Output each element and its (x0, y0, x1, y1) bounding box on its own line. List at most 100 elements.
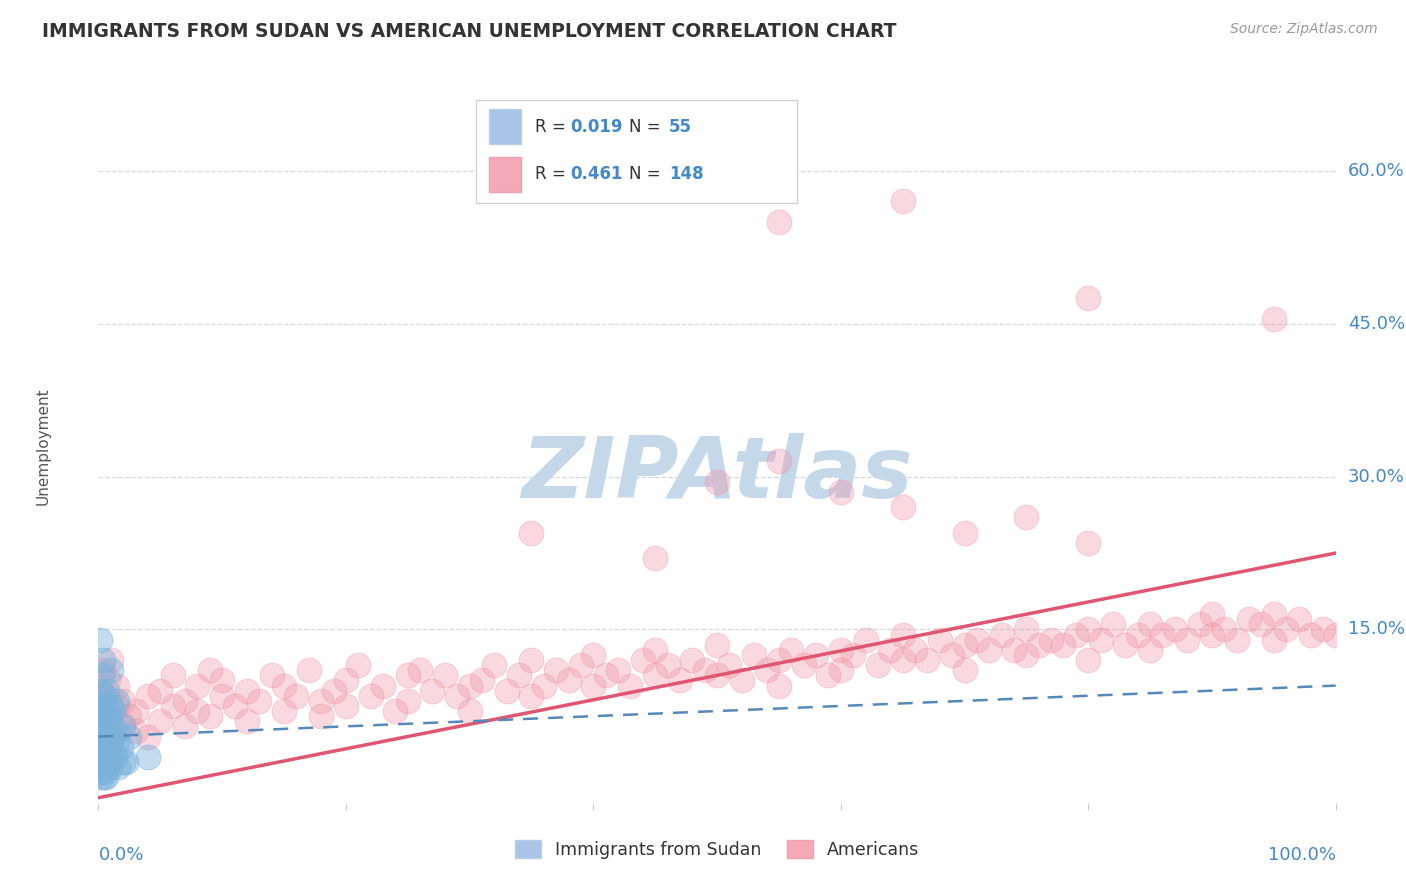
Point (100, 653, 122, 667)
Point (1015, 648, 1038, 662)
Point (891, 500, 914, 515)
Point (236, 714, 259, 729)
Point (100, 714, 122, 729)
Point (891, 194, 914, 209)
Point (96, 760, 118, 774)
Point (1288, 612, 1310, 626)
Point (706, 668, 728, 682)
Point (112, 719, 135, 733)
Point (1152, 627, 1174, 641)
Point (174, 694, 197, 708)
Point (211, 673, 233, 688)
Point (607, 663, 630, 677)
Point (198, 663, 221, 677)
Point (110, 739, 132, 754)
Point (657, 658, 679, 673)
Point (471, 673, 494, 688)
Text: 30.0%: 30.0% (1348, 467, 1405, 485)
Point (1164, 623, 1187, 637)
Point (118, 709, 141, 723)
Point (347, 658, 370, 673)
Point (941, 648, 963, 662)
Point (273, 704, 295, 718)
Text: 0.0%: 0.0% (98, 846, 143, 863)
Point (371, 679, 394, 693)
Point (1139, 617, 1161, 632)
Point (91, 730, 114, 744)
Point (755, 663, 778, 677)
Point (89, 745, 111, 759)
Point (107, 760, 129, 774)
Point (1213, 623, 1236, 637)
Point (1002, 643, 1025, 657)
Point (89, 683, 111, 698)
Point (1263, 607, 1285, 622)
Point (1040, 632, 1063, 647)
Point (100, 698, 122, 713)
Point (917, 653, 939, 667)
Point (1139, 643, 1161, 657)
Point (174, 719, 197, 733)
Point (1077, 536, 1099, 550)
Point (309, 694, 332, 708)
Point (842, 648, 865, 662)
Point (979, 643, 1001, 657)
Point (619, 679, 641, 693)
Point (1064, 627, 1087, 641)
Point (830, 643, 852, 657)
Point (1077, 291, 1099, 305)
Point (335, 673, 357, 688)
Point (112, 694, 135, 708)
Point (98, 755, 121, 769)
Point (89, 760, 111, 774)
Point (93, 653, 115, 667)
Point (211, 689, 233, 703)
Point (136, 730, 159, 744)
Point (91, 709, 114, 723)
Point (100, 760, 122, 774)
Point (508, 668, 530, 682)
Point (520, 653, 543, 667)
Point (768, 679, 790, 693)
Point (94, 755, 117, 769)
Point (273, 679, 295, 693)
Point (90, 770, 112, 784)
Point (384, 704, 406, 718)
Text: ZIPAtlas: ZIPAtlas (522, 433, 912, 516)
Point (1226, 632, 1249, 647)
Text: 100.0%: 100.0% (1268, 846, 1336, 863)
Point (90, 755, 112, 769)
Point (953, 638, 976, 652)
Point (546, 663, 568, 677)
Point (458, 679, 481, 693)
Point (928, 632, 950, 647)
Point (830, 663, 852, 677)
Point (1052, 638, 1074, 652)
Point (198, 709, 221, 723)
Point (90, 698, 112, 713)
Point (793, 658, 815, 673)
Text: IMMIGRANTS FROM SUDAN VS AMERICAN UNEMPLOYMENT CORRELATION CHART: IMMIGRANTS FROM SUDAN VS AMERICAN UNEMPL… (42, 22, 897, 41)
Point (322, 683, 344, 698)
Point (94, 739, 117, 754)
Point (98, 745, 121, 759)
Point (136, 750, 159, 764)
Point (446, 689, 468, 703)
Point (105, 694, 128, 708)
Point (124, 704, 146, 718)
Point (93, 760, 115, 774)
Point (1263, 311, 1285, 326)
Text: Unemployment: Unemployment (35, 387, 51, 505)
Point (91, 765, 114, 780)
Point (1090, 632, 1112, 647)
Point (105, 698, 128, 713)
Point (433, 668, 456, 682)
Point (96, 683, 118, 698)
Point (718, 658, 741, 673)
Point (93, 739, 115, 754)
Point (1263, 632, 1285, 647)
Point (966, 632, 988, 647)
Point (247, 694, 270, 708)
Point (1175, 632, 1198, 647)
Point (91, 668, 114, 682)
